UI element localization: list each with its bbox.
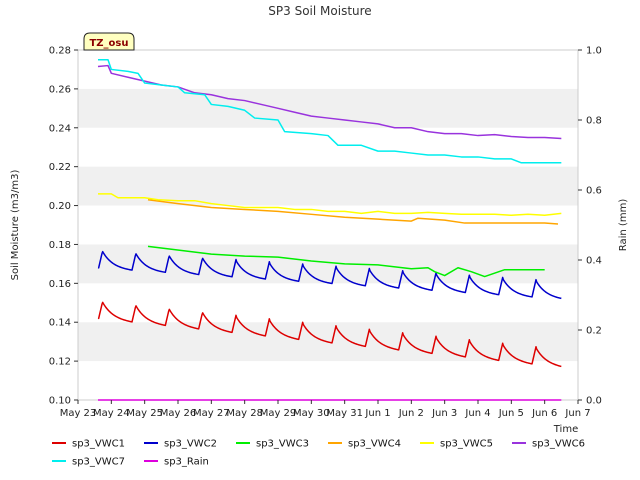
x-tick-label: May 27 [193,408,230,419]
x-tick-label: May 29 [260,408,297,419]
legend: sp3_VWC1 sp3_VWC2 sp3_VWC3 sp3_VWC4 sp3_VWC5… [52,439,585,468]
legend-label-sp3_VWC1: sp3_VWC1 [72,439,125,450]
y2-tick-label: 0.8 [586,116,602,127]
series-line-sp3_VWC3 [147,245,545,278]
legend-label-sp3_VWC2: sp3_VWC2 [164,439,217,450]
y-tick-label: 0.28 [49,46,71,57]
background-band [78,88,578,128]
y-tick-label: 0.20 [49,201,71,212]
series-line-sp3_VWC1 [97,301,562,368]
y-axis-ticks: 0.10 0.12 0.14 0.16 0.18 0.20 0.22 0.24 0.26 0.28 [49,46,78,407]
series-line-sp3_VWC2 [97,250,562,300]
series-line-sp3_VWC7 [98,58,562,164]
x-tick-label: May 30 [293,408,330,419]
x-tick-label: Jun 7 [564,408,590,419]
y-tick-label: 0.12 [49,357,71,368]
background-band [78,166,578,206]
x-tick-label: Jun 3 [431,408,457,419]
x-tick-label: Jun 2 [398,408,424,419]
x-tick-label: May 31 [326,408,363,419]
y2-axis-ticks: 0.0 0.2 0.4 0.6 0.8 1.0 [578,46,602,407]
legend-label-sp3_VWC7: sp3_VWC7 [72,457,125,468]
y-tick-label: 0.26 [49,84,71,95]
y2-tick-label: 0.4 [586,256,602,267]
x-tick-label: Jun 5 [498,408,524,419]
site-badge-box [83,32,135,51]
x-tick-label: May 25 [126,408,163,419]
y-tick-label: 0.18 [49,240,71,251]
y2-tick-label: 0.0 [586,396,602,407]
y-tick-label: 0.16 [49,279,71,290]
y2-tick-label: 0.6 [586,186,602,197]
x-tick-label: May 24 [93,408,130,419]
legend-label-sp3_Rain: sp3_Rain [164,457,209,468]
x-tick-label: Jun 1 [364,408,390,419]
site-badge: TZ_osu [83,32,135,51]
legend-label-sp3_VWC6: sp3_VWC6 [532,439,585,450]
series-line-sp3_VWC5 [98,193,562,217]
y-tick-label: 0.24 [49,123,71,134]
x-tick-label: May 23 [60,408,97,419]
x-axis-label: Time [553,424,578,435]
legend-label-sp3_VWC5: sp3_VWC5 [440,439,493,450]
y2-tick-label: 1.0 [586,46,602,57]
x-tick-label: Jun 4 [464,408,490,419]
x-tick-label: May 28 [226,408,263,419]
series-layer [97,58,562,401]
series-line-sp3_VWC4 [147,198,559,225]
y-tick-label: 0.10 [49,396,71,407]
y2-tick-label: 0.2 [586,326,602,337]
legend-label-sp3_VWC4: sp3_VWC4 [348,439,401,450]
x-tick-label: Jun 6 [531,408,557,419]
y-tick-label: 0.22 [49,162,71,173]
x-tick-label: May 26 [160,408,197,419]
y2-axis-label: Rain (mm) [618,199,629,252]
chart-title: SP3 Soil Moisture [268,4,371,18]
background-band [78,244,578,284]
y-axis-label: Soil Moisture (m3/m3) [10,170,21,281]
legend-label-sp3_VWC3: sp3_VWC3 [256,439,309,450]
plot-background-bands [78,88,578,362]
y-tick-label: 0.14 [49,318,71,329]
site-badge-label: TZ_osu [89,38,128,49]
